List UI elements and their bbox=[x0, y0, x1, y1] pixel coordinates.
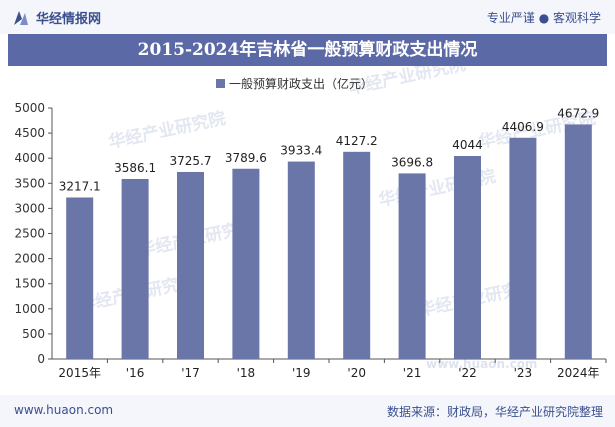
huajing-logo-icon bbox=[14, 10, 28, 25]
bar bbox=[509, 137, 537, 359]
x-tick-label: '19 bbox=[292, 366, 311, 380]
chart-title: 2015-2024年吉林省一般预算财政支出情况 bbox=[8, 34, 607, 66]
y-tick-label: 1000 bbox=[14, 302, 45, 316]
bars bbox=[66, 124, 592, 359]
y-tick-label: 2500 bbox=[14, 227, 45, 241]
x-tick-label: '20 bbox=[347, 366, 366, 380]
y-tick-label: 4500 bbox=[14, 126, 45, 140]
footer: www.huaon.com 数据来源：财政局，华经产业研究院整理 bbox=[0, 395, 615, 427]
bar bbox=[454, 155, 481, 359]
bar bbox=[343, 151, 371, 359]
brand-name: 华经情报网 bbox=[36, 12, 102, 27]
x-tick-labels: 2015年 '16 '17 '18 '19 '20 '21 '22 '23 2024年 bbox=[58, 366, 599, 380]
y-tick-label: 3500 bbox=[14, 176, 45, 190]
value-labels: 3217.1 3586.1 3725.7 3789.6 3933.4 4127.2 3696… bbox=[59, 106, 600, 193]
value-label: 4044 bbox=[452, 138, 483, 152]
bar bbox=[121, 178, 149, 359]
x-tick-label: '16 bbox=[126, 366, 145, 380]
value-label: 4406.9 bbox=[502, 120, 544, 134]
footer-url[interactable]: www.huaon.com bbox=[14, 403, 114, 417]
tagline: 专业严谨 ● 客观科学 bbox=[486, 11, 601, 25]
x-tick-label: '22 bbox=[458, 366, 477, 380]
legend: 一般预算财政支出（亿元） bbox=[216, 76, 373, 91]
x-tick-label: '23 bbox=[514, 366, 533, 380]
bar-chart: 华经产业研究院华经产业研究院华经产业研究院华经产业研究院华经产业研究院华经产业研… bbox=[14, 66, 607, 380]
x-tick-label: '18 bbox=[237, 366, 256, 380]
y-tick-label: 500 bbox=[22, 327, 45, 341]
value-label: 3696.8 bbox=[391, 155, 433, 169]
footer-source: 数据来源：财政局，华经产业研究院整理 bbox=[386, 405, 603, 419]
value-label: 3933.4 bbox=[280, 144, 322, 158]
value-label: 3725.7 bbox=[170, 154, 212, 168]
y-tick-label: 1500 bbox=[14, 277, 45, 291]
value-label: 3789.6 bbox=[225, 151, 267, 165]
y-tick-label: 5000 bbox=[14, 101, 45, 115]
bar bbox=[177, 171, 204, 359]
y-tick-label: 4000 bbox=[14, 151, 45, 165]
bar bbox=[287, 161, 315, 359]
y-tick-labels: 0 500 1000 1500 2000 2500 3000 3500 4000 4500 5000 bbox=[14, 101, 45, 366]
bar bbox=[232, 168, 260, 359]
top-bar: 华经情报网 专业严谨 ● 客观科学 bbox=[0, 0, 615, 34]
value-label: 3586.1 bbox=[114, 161, 156, 175]
bar bbox=[564, 124, 592, 359]
legend-label: 一般预算财政支出（亿元） bbox=[229, 76, 373, 91]
y-tick-label: 2000 bbox=[14, 252, 45, 266]
x-tick-label: 2024年 bbox=[557, 366, 600, 380]
watermark-url: www.huaon.com bbox=[426, 357, 537, 371]
x-tick-label: 2015年 bbox=[58, 366, 101, 380]
value-label: 4672.9 bbox=[557, 106, 599, 120]
value-label: 4127.2 bbox=[336, 134, 378, 148]
legend-swatch bbox=[216, 79, 225, 88]
brand: 华经情报网 bbox=[12, 8, 101, 27]
y-tick-label: 0 bbox=[37, 352, 45, 366]
x-tick-label: '21 bbox=[403, 366, 422, 380]
bar bbox=[66, 197, 94, 359]
x-tick-label: '17 bbox=[181, 366, 200, 380]
bar bbox=[398, 173, 426, 359]
watermark-text: 华经产业研究院 bbox=[107, 108, 228, 153]
value-label: 3217.1 bbox=[59, 180, 101, 194]
y-tick-label: 3000 bbox=[14, 201, 45, 215]
